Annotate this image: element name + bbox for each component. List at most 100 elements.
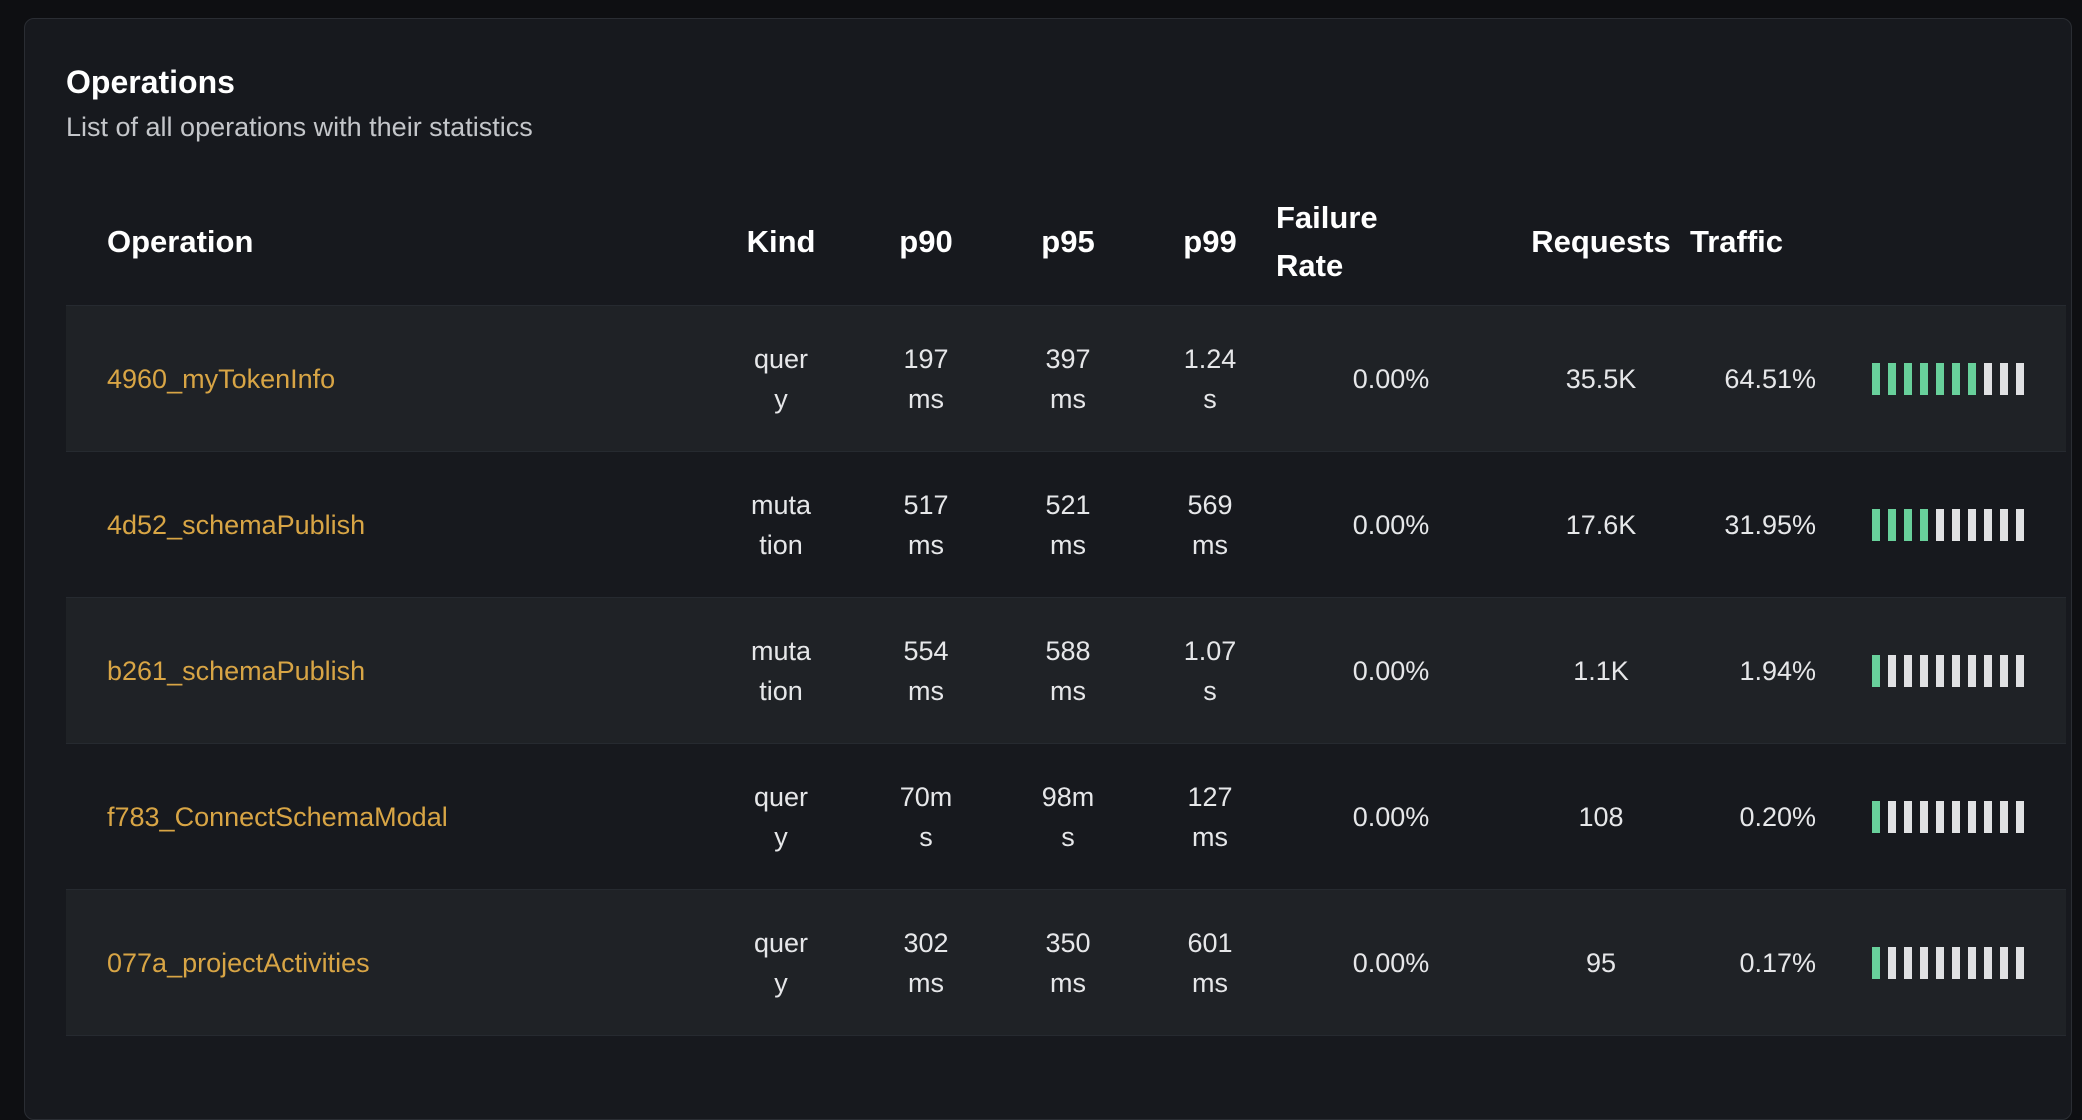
traffic-bar xyxy=(1872,800,2024,833)
panel-title: Operations xyxy=(66,64,235,100)
traffic-bar-segment xyxy=(1888,800,1896,833)
traffic-bar-segment xyxy=(1904,654,1912,687)
table-row-partial xyxy=(66,1035,2066,1096)
traffic-bar-segment xyxy=(1952,946,1960,979)
header-p99[interactable]: p99 xyxy=(1183,224,1237,259)
traffic-bar-segment xyxy=(2000,946,2008,979)
header-p90[interactable]: p90 xyxy=(899,224,953,259)
operation-link[interactable]: 077a_projectActivities xyxy=(107,947,370,978)
operation-link[interactable]: 4d52_schemaPublish xyxy=(107,509,366,540)
p95-value: 521 ms xyxy=(1045,489,1091,560)
traffic-bar-segment xyxy=(1936,362,1944,395)
header-operation[interactable]: Operation xyxy=(107,224,254,259)
requests-value: 35.5K xyxy=(1565,363,1637,394)
traffic-value: 31.95% xyxy=(1724,509,1816,540)
failure-rate-value: 0.00% xyxy=(1352,947,1430,978)
traffic-bar-segment xyxy=(1888,508,1896,541)
traffic-bar-segment xyxy=(1952,362,1960,395)
table-row[interactable]: b261_schemaPublish mutation 554 ms 588 m… xyxy=(66,597,2066,743)
kind-value: mutation xyxy=(750,489,812,560)
traffic-bar-segment xyxy=(1888,362,1896,395)
requests-value: 108 xyxy=(1578,801,1624,832)
traffic-bar-segment xyxy=(1984,654,1992,687)
traffic-bar-segment xyxy=(1968,946,1976,979)
traffic-bar-segment xyxy=(1968,800,1976,833)
p90-value: 197 ms xyxy=(903,343,949,414)
header-kind[interactable]: Kind xyxy=(746,224,816,259)
traffic-bar-segment xyxy=(1872,800,1880,833)
table-row[interactable]: 4d52_schemaPublish mutation 517 ms 521 m… xyxy=(66,451,2066,597)
traffic-bar xyxy=(1872,946,2024,979)
traffic-bar-segment xyxy=(1888,946,1896,979)
requests-value: 17.6K xyxy=(1565,509,1637,540)
failure-rate-value: 0.00% xyxy=(1352,801,1430,832)
traffic-bar-segment xyxy=(1920,654,1928,687)
p99-value: 127 ms xyxy=(1187,781,1233,852)
header-traffic[interactable]: Traffic xyxy=(1690,224,1784,259)
failure-rate-value: 0.00% xyxy=(1352,363,1430,394)
header-failure-rate-label: Failure Rate xyxy=(1276,200,1378,283)
traffic-bar-segment xyxy=(1984,800,1992,833)
failure-rate-value: 0.00% xyxy=(1352,509,1430,540)
operation-link[interactable]: 4960_myTokenInfo xyxy=(107,363,336,394)
traffic-bar-segment xyxy=(1888,654,1896,687)
traffic-bar-segment xyxy=(1904,800,1912,833)
traffic-bar-segment xyxy=(1872,508,1880,541)
panel-subtitle: List of all operations with their statis… xyxy=(66,112,533,142)
p99-value: 601 ms xyxy=(1187,927,1233,998)
traffic-bar-segment xyxy=(1920,362,1928,395)
traffic-bar-segment xyxy=(1920,508,1928,541)
header-failure-rate[interactable]: Failure Rate xyxy=(1276,179,1486,305)
traffic-bar-segment xyxy=(2000,508,2008,541)
traffic-bar-segment xyxy=(1904,508,1912,541)
traffic-bar-segment xyxy=(2000,362,2008,395)
operation-link[interactable]: b261_schemaPublish xyxy=(107,655,366,686)
traffic-bar-segment xyxy=(1952,654,1960,687)
table-header: Operation Kind p90 p95 p99 Failure Rate … xyxy=(66,179,2066,305)
traffic-bar-segment xyxy=(2000,800,2008,833)
traffic-bar-segment xyxy=(1872,362,1880,395)
table-row[interactable]: f783_ConnectSchemaModal query 70ms 98ms … xyxy=(66,743,2066,889)
p90-value: 517 ms xyxy=(903,489,949,560)
traffic-bar-segment xyxy=(2016,508,2024,541)
traffic-bar-segment xyxy=(1936,508,1944,541)
table-row[interactable]: 077a_projectActivities query 302 ms 350 … xyxy=(66,889,2066,1035)
traffic-bar-segment xyxy=(1904,946,1912,979)
p99-value: 1.24 s xyxy=(1183,343,1237,414)
traffic-bar xyxy=(1872,508,2024,541)
traffic-bar-segment xyxy=(2016,654,2024,687)
traffic-bar xyxy=(1872,654,2024,687)
header-p95[interactable]: p95 xyxy=(1041,224,1095,259)
traffic-bar-segment xyxy=(1936,654,1944,687)
traffic-bar-segment xyxy=(1952,800,1960,833)
kind-value: query xyxy=(753,927,809,998)
traffic-bar-segment xyxy=(1984,508,1992,541)
header-requests[interactable]: Requests xyxy=(1531,224,1671,259)
traffic-bar-segment xyxy=(1968,654,1976,687)
operation-link[interactable]: f783_ConnectSchemaModal xyxy=(107,801,448,832)
p90-value: 554 ms xyxy=(903,635,949,706)
traffic-bar-segment xyxy=(1984,946,1992,979)
traffic-value: 64.51% xyxy=(1724,363,1816,394)
operations-table: Operation Kind p90 p95 p99 Failure Rate … xyxy=(66,179,2066,1096)
traffic-bar-segment xyxy=(2016,946,2024,979)
table-row[interactable]: 4960_myTokenInfo query 197 ms 397 ms 1.2… xyxy=(66,305,2066,451)
traffic-bar-segment xyxy=(1952,508,1960,541)
traffic-bar-segment xyxy=(1968,362,1976,395)
traffic-bar-segment xyxy=(1872,946,1880,979)
traffic-bar-segment xyxy=(1936,800,1944,833)
traffic-value: 1.94% xyxy=(1739,655,1816,686)
p95-value: 350 ms xyxy=(1045,927,1091,998)
p95-value: 397 ms xyxy=(1045,343,1091,414)
p95-value: 98ms xyxy=(1041,781,1095,852)
traffic-bar-segment xyxy=(1920,800,1928,833)
traffic-bar-segment xyxy=(2016,800,2024,833)
traffic-value: 0.20% xyxy=(1739,801,1816,832)
traffic-value: 0.17% xyxy=(1739,947,1816,978)
traffic-bar-segment xyxy=(2000,654,2008,687)
traffic-bar-segment xyxy=(1968,508,1976,541)
p90-value: 302 ms xyxy=(903,927,949,998)
failure-rate-value: 0.00% xyxy=(1352,655,1430,686)
kind-value: query xyxy=(753,343,809,414)
p99-value: 569 ms xyxy=(1187,489,1233,560)
